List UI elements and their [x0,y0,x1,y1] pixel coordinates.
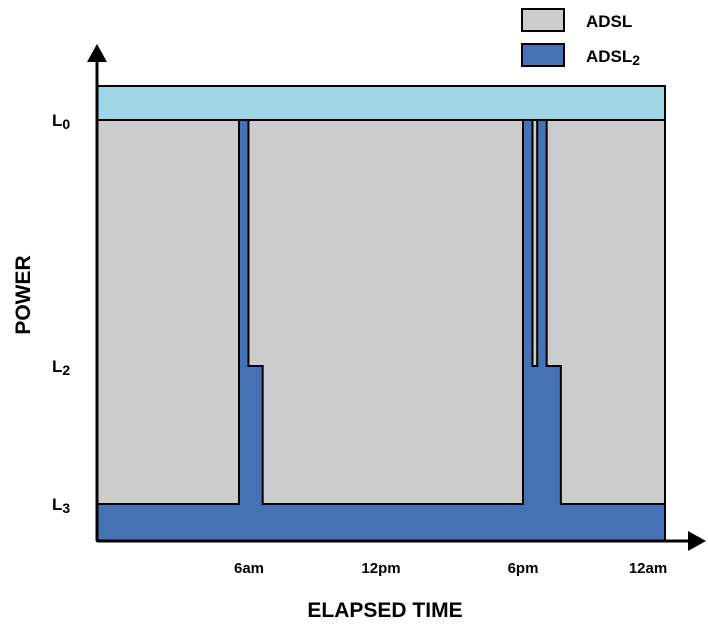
legend-label-adsl: ADSL [586,12,632,31]
x-tick-label-6am: 6am [234,560,264,577]
y-level-label-l0: L0 [52,111,70,132]
x-tick-label-6pm: 6pm [508,560,539,577]
y-level-label-l2: L2 [52,357,70,378]
plot-area [96,85,666,542]
adsl-area [97,86,665,541]
y-level-label-l3: L3 [52,495,70,516]
x-axis-title: ELAPSED TIME [307,599,462,621]
legend: ADSL ADSL2 [521,8,640,68]
x-axis-arrow [688,531,706,551]
l0-band [97,86,665,120]
legend-swatch-adsl2 [521,43,565,67]
adsl2-area [96,119,666,542]
y-axis-title: POWER [12,255,35,334]
x-tick-labels: 6am 12pm 6pm 12am [234,560,667,577]
x-tick-label-12am: 12am [629,560,667,577]
x-tick-label-12pm: 12pm [361,560,400,577]
legend-label-adsl2: ADSL2 [586,47,640,68]
y-axis-arrow [87,44,107,62]
axes [87,44,706,551]
legend-swatch-adsl [521,8,565,32]
y-level-labels: L0 L2 L3 [52,111,70,516]
